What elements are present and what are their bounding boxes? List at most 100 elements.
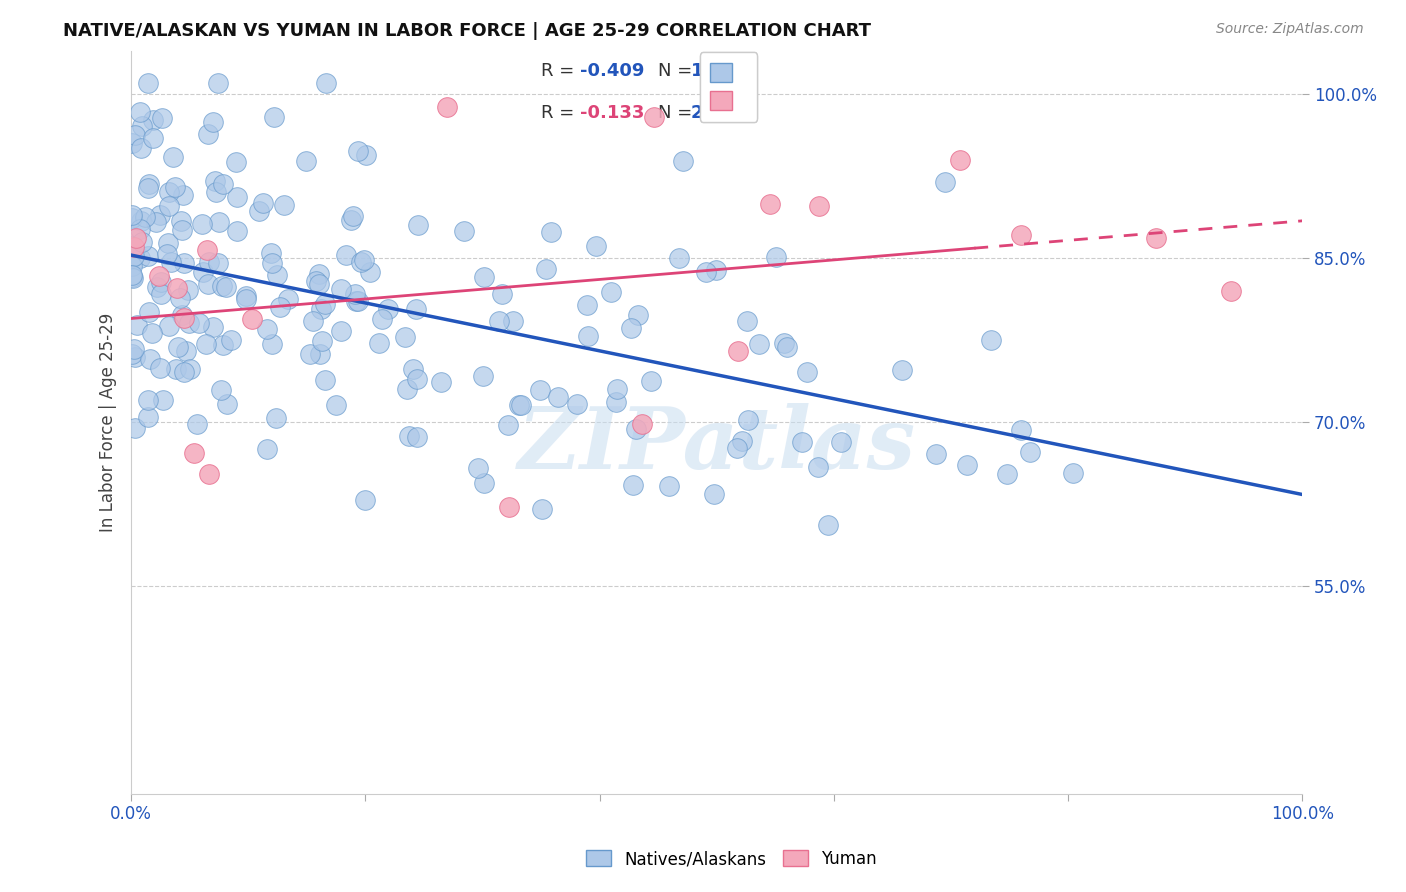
Point (502, 314, 524, 328)
Point (145, 215, 167, 229)
Point (150, 111, 173, 125)
Point (703, 486, 725, 500)
Point (198, 255, 221, 269)
Text: N =: N = (658, 62, 699, 79)
Point (472, 269, 495, 284)
Point (269, 301, 291, 315)
Point (124, 350, 146, 364)
Point (890, 363, 912, 377)
Point (377, 301, 399, 316)
Point (208, 215, 231, 229)
Text: ZIPatlas: ZIPatlas (517, 402, 915, 486)
Point (727, 344, 749, 359)
Point (146, 279, 169, 293)
Point (949, 153, 972, 167)
Point (353, 253, 375, 268)
Point (748, 337, 770, 351)
Point (342, 209, 364, 223)
Point (217, 397, 239, 411)
Point (121, 209, 143, 223)
Point (773, 336, 796, 351)
Point (129, 214, 152, 228)
Point (575, 297, 598, 311)
Point (406, 219, 429, 233)
Text: R =: R = (541, 62, 581, 79)
Legend: Natives/Alaskans, Yuman: Natives/Alaskans, Yuman (579, 844, 883, 875)
Point (134, 210, 156, 224)
Point (121, 270, 143, 285)
Point (529, 383, 551, 397)
Point (668, 252, 690, 266)
Point (136, 410, 159, 425)
Point (136, 181, 159, 195)
Point (138, 305, 160, 319)
Point (235, 289, 257, 303)
Point (177, 283, 200, 297)
Point (1019, 444, 1042, 458)
Point (212, 178, 235, 192)
Point (620, 321, 643, 335)
Point (308, 268, 330, 282)
Point (765, 250, 787, 264)
Point (129, 105, 152, 120)
Point (195, 336, 218, 351)
Point (226, 224, 249, 238)
Point (207, 77, 229, 91)
Point (165, 361, 187, 376)
Point (305, 274, 328, 288)
Point (565, 397, 588, 411)
Point (295, 154, 318, 169)
Point (138, 177, 160, 191)
Point (197, 277, 219, 292)
Point (731, 434, 754, 448)
Point (136, 250, 159, 264)
Point (128, 251, 150, 265)
Point (395, 382, 418, 396)
Point (197, 128, 219, 142)
Point (405, 430, 427, 444)
Point (354, 147, 377, 161)
Point (262, 337, 284, 351)
Point (534, 262, 557, 277)
Point (260, 256, 283, 270)
Point (540, 225, 562, 239)
Point (346, 294, 368, 309)
Point (139, 352, 162, 367)
Point (122, 250, 145, 264)
Point (467, 461, 489, 475)
Point (122, 342, 145, 356)
Point (472, 369, 495, 384)
Point (640, 374, 662, 388)
Point (350, 255, 373, 269)
Point (202, 114, 225, 128)
Point (121, 347, 143, 361)
Point (172, 223, 194, 237)
Point (578, 329, 600, 343)
Point (508, 398, 530, 412)
Point (240, 312, 263, 326)
Point (314, 297, 336, 311)
Point (149, 208, 172, 222)
Point (606, 382, 628, 396)
Point (1010, 423, 1032, 437)
Point (354, 493, 377, 508)
Point (1144, 231, 1167, 245)
Text: -0.409: -0.409 (579, 62, 644, 79)
Point (160, 254, 183, 268)
Point (657, 478, 679, 492)
Point (672, 154, 695, 169)
Point (405, 301, 427, 316)
Point (169, 291, 191, 305)
Point (308, 277, 330, 292)
Point (142, 131, 165, 145)
Point (247, 204, 270, 219)
Point (315, 77, 337, 91)
Point (136, 393, 159, 408)
Point (277, 292, 299, 306)
Point (191, 265, 214, 279)
Point (124, 420, 146, 434)
Point (183, 446, 205, 460)
Point (152, 393, 174, 408)
Point (817, 518, 839, 533)
Point (266, 268, 288, 283)
